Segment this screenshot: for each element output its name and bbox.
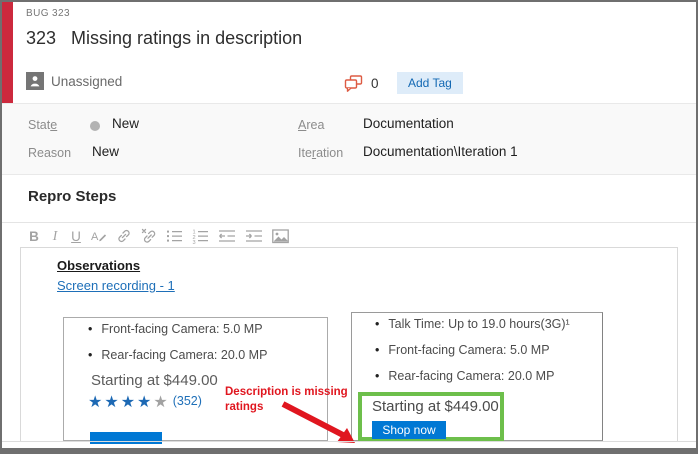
svg-text:1: 1 <box>193 230 196 236</box>
section-divider <box>2 222 696 223</box>
area-value[interactable]: Documentation <box>363 116 454 131</box>
iteration-label: Iteration <box>298 146 344 160</box>
add-tag-button[interactable]: Add Tag <box>397 72 463 94</box>
discussion-button[interactable]: 0 <box>344 75 379 92</box>
spec-bullet: Front-facing Camera: 5.0 MP <box>375 343 549 357</box>
svg-text:3: 3 <box>193 240 196 244</box>
svg-text:A: A <box>91 231 99 243</box>
state-value[interactable]: New <box>112 116 140 131</box>
assigned-to-field[interactable]: Unassigned <box>51 74 123 89</box>
observations-heading: Observations <box>57 258 141 273</box>
comments-icon <box>344 75 363 92</box>
annotation-text-line1: Description is missing <box>225 386 348 398</box>
annotation-text-line2: ratings <box>225 401 264 413</box>
field-strip <box>2 103 696 175</box>
work-item-id: 323 <box>26 28 57 48</box>
person-icon <box>30 76 40 87</box>
rating-count: (352) <box>172 394 202 408</box>
insert-image-icon[interactable] <box>272 227 289 245</box>
repro-steps-section-title: Repro Steps <box>28 188 117 205</box>
work-item-title-text: Missing ratings in description <box>71 28 303 48</box>
bold-icon[interactable]: B <box>29 228 39 244</box>
area-label: Area <box>298 118 325 132</box>
left-shop-button-partial <box>90 432 162 444</box>
outdent-icon[interactable] <box>218 227 236 245</box>
indent-icon[interactable] <box>245 227 263 245</box>
reason-value[interactable]: New <box>92 144 120 159</box>
work-item-title[interactable]: 323 Missing ratings in description <box>26 28 302 49</box>
spec-bullet: Rear-facing Camera: 20.0 MP <box>375 369 554 383</box>
link-icon[interactable] <box>116 227 132 245</box>
state-dot-icon <box>90 121 100 131</box>
spec-bullet: Rear-facing Camera: 20.0 MP <box>88 348 267 362</box>
spec-bullet: Front-facing Camera: 5.0 MP <box>88 322 262 336</box>
state-label: State <box>28 118 58 132</box>
left-price: Starting at $449.00 <box>91 372 218 389</box>
richtext-toolbar: B I U A <box>28 226 289 246</box>
italic-icon[interactable]: I <box>52 228 58 243</box>
remove-format-icon[interactable]: A <box>91 227 107 245</box>
content-bottom-divider <box>2 441 696 442</box>
screen-recording-link[interactable]: Screen recording - 1 <box>57 278 175 293</box>
bullet-list-icon[interactable] <box>166 227 183 245</box>
shop-now-button: Shop now <box>372 421 446 439</box>
spec-bullet: Talk Time: Up to 19.0 hours(3G)¹ <box>375 317 569 331</box>
work-item-type-label: BUG 323 <box>26 8 70 19</box>
unlink-icon[interactable] <box>141 227 157 245</box>
right-price: Starting at $449.00 <box>372 398 499 415</box>
empty-star: ★ <box>153 394 168 411</box>
assignee-avatar-icon[interactable] <box>26 72 44 90</box>
svg-text:2: 2 <box>193 235 196 241</box>
numbered-list-icon[interactable]: 1 2 3 <box>192 227 209 245</box>
comment-count: 0 <box>371 76 379 91</box>
bug-type-color-bar <box>2 2 13 103</box>
reason-label: Reason <box>28 146 72 160</box>
filled-stars: ★★★★ <box>88 394 154 411</box>
star-rating: ★★★★★ (352) <box>88 392 202 412</box>
iteration-value[interactable]: Documentation\Iteration 1 <box>363 144 518 159</box>
underline-icon[interactable]: U <box>71 228 81 244</box>
